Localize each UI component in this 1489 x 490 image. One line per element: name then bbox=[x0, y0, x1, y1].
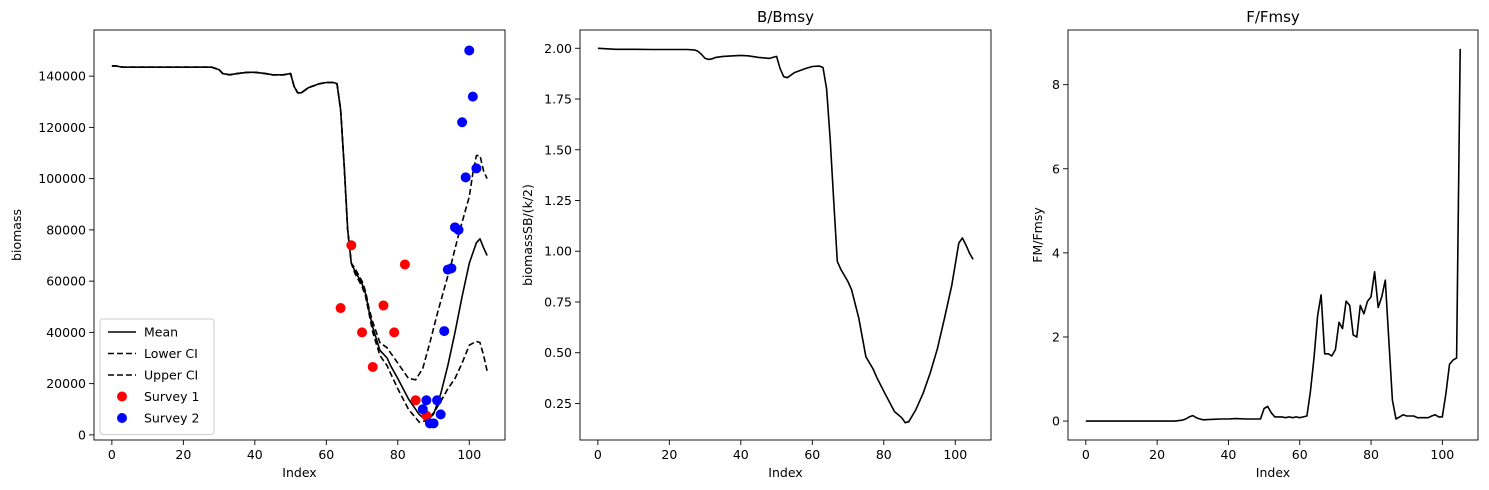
legend-label: Survey 2 bbox=[144, 411, 199, 426]
y-tick-label: 0.50 bbox=[544, 345, 572, 360]
point-survey-2 bbox=[471, 163, 482, 174]
series-line-main bbox=[1085, 48, 1461, 422]
point-survey-1 bbox=[335, 303, 346, 314]
x-tick-label: 0 bbox=[594, 447, 602, 462]
point-survey-1 bbox=[410, 395, 421, 406]
y-tick-label: 60000 bbox=[46, 274, 86, 289]
y-axis-label: biomassSB/(k/2) bbox=[520, 184, 535, 286]
plot-area bbox=[111, 45, 488, 429]
point-survey-2 bbox=[446, 263, 457, 274]
x-tick-label: 80 bbox=[390, 447, 406, 462]
legend-label: Mean bbox=[144, 325, 178, 340]
x-axis-label: Index bbox=[768, 465, 802, 480]
legend-swatch bbox=[117, 413, 127, 423]
y-tick-label: 8 bbox=[1052, 77, 1060, 92]
y-tick-label: 4 bbox=[1052, 245, 1060, 260]
x-axis-label: Index bbox=[1256, 465, 1290, 480]
point-survey-1 bbox=[399, 259, 410, 270]
y-tick-label: 0.75 bbox=[544, 294, 572, 309]
point-survey-2 bbox=[435, 409, 446, 420]
axes-frame bbox=[93, 29, 506, 441]
y-tick-label: 0 bbox=[1052, 414, 1060, 429]
series-line-main bbox=[597, 47, 974, 424]
y-tick-label: 40000 bbox=[46, 325, 86, 340]
point-survey-1 bbox=[357, 327, 368, 338]
x-tick-label: 100 bbox=[943, 447, 967, 462]
series-line-upper-ci bbox=[111, 65, 488, 381]
point-survey-2 bbox=[467, 91, 478, 102]
x-tick-label: 0 bbox=[1082, 447, 1090, 462]
x-tick-label: 40 bbox=[733, 447, 749, 462]
point-survey-2 bbox=[453, 224, 464, 235]
point-survey-2 bbox=[439, 326, 450, 337]
legend-swatch bbox=[117, 391, 127, 402]
legend bbox=[99, 318, 215, 435]
point-survey-2 bbox=[428, 418, 439, 429]
y-tick-label: 0 bbox=[78, 427, 86, 442]
point-survey-2 bbox=[421, 395, 432, 406]
point-survey-2 bbox=[464, 45, 475, 56]
plot-area bbox=[597, 47, 974, 424]
panel-f-fmsy: F/Fmsy Index FM/Fmsy 0 20 40 60 80 100 0 2 4 6 8 bbox=[1030, 8, 1479, 480]
x-tick-label: 80 bbox=[876, 447, 892, 462]
axes-frame bbox=[1067, 29, 1479, 441]
y-tick-label: 1.50 bbox=[544, 142, 572, 157]
y-tick-label: 6 bbox=[1052, 161, 1060, 176]
plot-area bbox=[1085, 48, 1461, 422]
y-tick-label: 0.25 bbox=[544, 396, 572, 411]
x-tick-label: 0 bbox=[108, 447, 116, 462]
y-tick-label: 120000 bbox=[38, 120, 86, 135]
y-tick-label: 20000 bbox=[46, 376, 86, 391]
y-tick-label: 1.25 bbox=[544, 193, 572, 208]
y-tick-label: 80000 bbox=[46, 222, 86, 237]
point-survey-1 bbox=[378, 300, 389, 311]
axes-frame bbox=[579, 29, 992, 441]
y-axis-label: FM/Fmsy bbox=[1030, 207, 1045, 263]
panel-title: B/Bmsy bbox=[757, 8, 814, 26]
point-survey-1 bbox=[367, 361, 378, 372]
y-tick-label: 2 bbox=[1052, 329, 1060, 344]
y-tick-label: 2.00 bbox=[544, 41, 572, 56]
x-tick-label: 100 bbox=[1430, 447, 1454, 462]
point-survey-2 bbox=[460, 172, 471, 183]
y-tick-label: 100000 bbox=[38, 171, 86, 186]
y-tick-label: 1.00 bbox=[544, 244, 572, 259]
x-tick-label: 40 bbox=[247, 447, 263, 462]
point-survey-2 bbox=[417, 404, 428, 415]
x-tick-label: 60 bbox=[804, 447, 820, 462]
y-axis-label: biomass bbox=[9, 209, 24, 261]
x-tick-label: 20 bbox=[1149, 447, 1165, 462]
point-survey-1 bbox=[389, 327, 400, 338]
x-tick-label: 20 bbox=[175, 447, 191, 462]
x-axis-label: Index bbox=[282, 465, 316, 480]
x-tick-label: 80 bbox=[1363, 447, 1379, 462]
x-tick-label: 100 bbox=[457, 447, 481, 462]
panel-title: F/Fmsy bbox=[1246, 8, 1300, 26]
y-tick-label: 1.75 bbox=[544, 92, 572, 107]
panel-b-bmsy: B/Bmsy Index biomassSB/(k/2) 0 20 40 60 80 10… bbox=[520, 8, 992, 480]
x-tick-label: 60 bbox=[1292, 447, 1308, 462]
legend-label: Survey 1 bbox=[144, 389, 199, 404]
point-survey-2 bbox=[457, 117, 468, 128]
x-tick-label: 20 bbox=[661, 447, 677, 462]
point-survey-2 bbox=[432, 395, 443, 406]
x-tick-label: 60 bbox=[318, 447, 334, 462]
legend-label: Upper CI bbox=[144, 368, 198, 383]
legend-label: Lower CI bbox=[144, 346, 198, 361]
point-survey-1 bbox=[346, 240, 357, 251]
panel-biomass: Index biomass 0 20 40 60 80 100 0 20000 40000 600… bbox=[9, 29, 506, 480]
y-tick-label: 140000 bbox=[38, 69, 86, 84]
x-tick-label: 40 bbox=[1220, 447, 1236, 462]
